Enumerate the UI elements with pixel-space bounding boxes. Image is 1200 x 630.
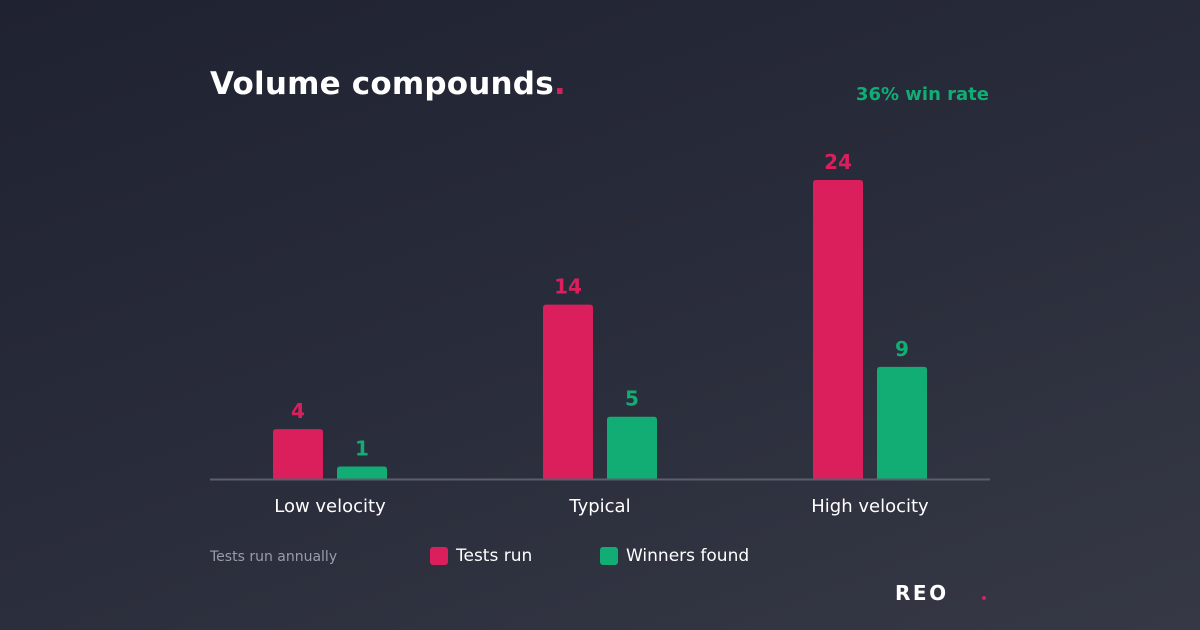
value-label-winners-found-low-velocity: 1 <box>355 437 369 461</box>
value-label-winners-found-typical: 5 <box>625 387 639 411</box>
legend-label-winners-found: Winners found <box>626 546 750 566</box>
value-label-tests-run-high-velocity: 24 <box>824 150 852 174</box>
value-label-winners-found-high-velocity: 9 <box>895 337 909 361</box>
bar-tests-run-high-velocity <box>813 180 863 479</box>
bar-winners-found-high-velocity <box>877 366 927 479</box>
title-accent-dot: . <box>553 66 566 102</box>
value-label-tests-run-low-velocity: 4 <box>291 399 305 423</box>
chart-title: Volume compounds. <box>210 64 566 104</box>
brand-accent-dot <box>982 596 986 600</box>
category-label-low-velocity: Low velocity <box>274 496 386 517</box>
legend-label-tests-run: Tests run <box>456 546 533 566</box>
category-label-typical: Typical <box>568 496 630 517</box>
legend-item-tests-run: Tests run <box>430 545 532 567</box>
legend-swatch-winners-found <box>600 547 618 565</box>
bar-winners-found-low-velocity <box>337 466 387 479</box>
chart-title-text: Volume compounds <box>210 66 554 102</box>
brand-logo: REO <box>895 581 949 605</box>
legend-item-winners-found: Winners found <box>600 545 749 567</box>
bar-tests-run-low-velocity <box>273 429 323 479</box>
chart-footnote: Tests run annually <box>210 549 338 565</box>
category-label-high-velocity: High velocity <box>811 496 929 517</box>
win-rate-label: 36% win rate <box>855 84 989 105</box>
value-label-tests-run-typical: 14 <box>554 275 582 299</box>
bar-winners-found-typical <box>607 416 657 479</box>
bar-tests-run-typical <box>543 304 593 479</box>
legend-swatch-tests-run <box>430 547 448 565</box>
